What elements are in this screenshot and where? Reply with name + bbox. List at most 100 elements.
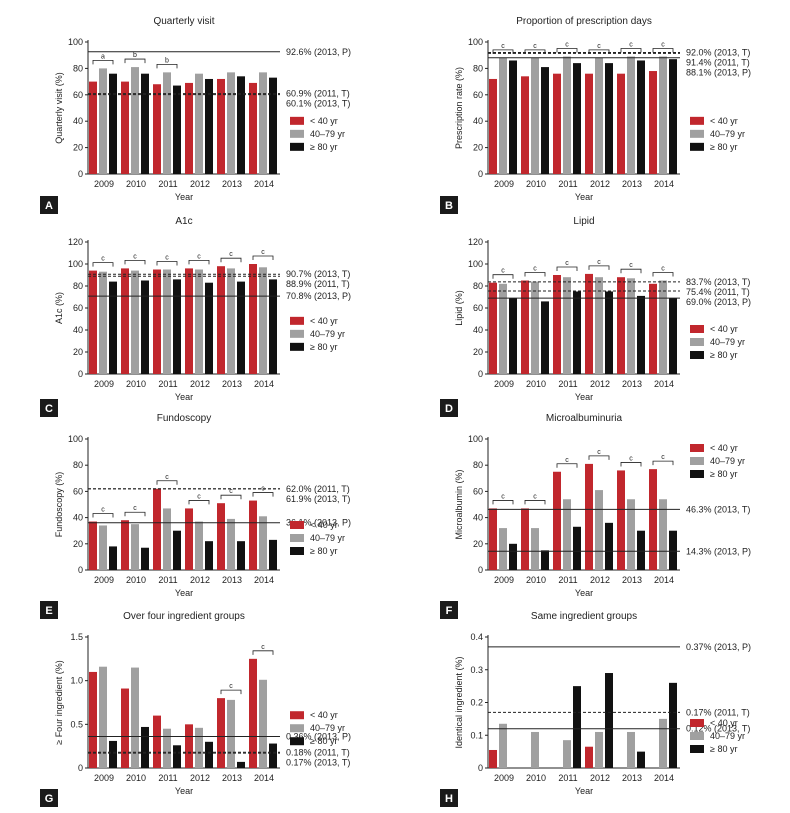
panel-f-title: Microalbuminuria (546, 413, 623, 424)
panel-c-badge-letter: C (45, 403, 53, 415)
panel-a-bar (227, 72, 235, 174)
panel-a-y-tick-label: 40 (73, 116, 83, 126)
panel-h-bar (531, 731, 539, 768)
panel-d-bar (585, 273, 593, 374)
panel-d-title: Lipid (573, 216, 594, 227)
panel-c-bar (141, 280, 149, 374)
panel-d-sig-bracket (492, 274, 514, 279)
panel-c-bar (99, 271, 107, 374)
panel-h-x-label: Year (575, 786, 593, 796)
panel-f-x-tick-label: 2011 (558, 575, 577, 585)
panel-e-bar (249, 500, 257, 570)
panel-f-x-tick-label: 2014 (654, 575, 674, 585)
panel-h-legend-swatch (690, 745, 704, 753)
panel-g-sig-bracket (220, 689, 242, 695)
panel-b-bar (521, 76, 529, 174)
panel-f-badge (440, 601, 458, 619)
panel-d-legend-swatch (690, 351, 704, 359)
panel-f-bar (605, 522, 613, 570)
panel-f-y-tick-label: 100 (468, 434, 483, 444)
panel-c-legend-label: < 40 yr (310, 316, 338, 326)
panel-d-y-tick-label: 80 (473, 281, 483, 291)
panel-c-y-tick-label: 0 (78, 369, 83, 379)
panel-b-bar (637, 60, 645, 175)
panel-f-legend-swatch (690, 457, 704, 465)
panel-a-x-tick-label: 2014 (254, 179, 274, 189)
panel-f-bar (541, 550, 549, 570)
panel-e-bar (195, 521, 203, 570)
panel-d-sig-bracket (620, 268, 642, 274)
panel-h-legend-label: 40–79 yr (710, 731, 745, 741)
panel-c-badge (40, 399, 58, 417)
panel-g-bar (99, 666, 107, 768)
panel-a-title: Quarterly visit (153, 16, 214, 27)
panel-a-legend-swatch (290, 142, 304, 151)
panel-g-bar (185, 724, 193, 768)
panel-e-title: Fundoscopy (157, 413, 211, 424)
panel-c-bar (259, 267, 267, 374)
panel-b-y-tick-label: 100 (468, 37, 483, 47)
panel-b-bar (649, 71, 657, 174)
panel-b-legend-swatch (690, 116, 704, 125)
panel-g-bar (269, 743, 277, 768)
panel-f-sig-mark: c (501, 493, 505, 500)
panel-d-bar (573, 291, 581, 374)
panel-c-sig-bracket (220, 257, 242, 263)
panel-f-legend-swatch (690, 444, 704, 452)
panel-c-sig-bracket (156, 261, 178, 266)
panel-a-ref-label: 60.9% (2011, T) (286, 89, 350, 99)
panel-e-bar (237, 541, 245, 570)
panel-g-sig-mark: c (261, 644, 265, 651)
panel-e-x-tick-label: 2010 (126, 575, 146, 585)
panel-f-bar (563, 499, 571, 570)
panel-e-x-tick-label: 2014 (254, 575, 274, 585)
panel-e-bar (217, 503, 225, 570)
panel-a-sig-bracket (156, 63, 178, 69)
panel-d-sig-bracket (652, 272, 674, 277)
panel-b-x-tick-label: 2010 (526, 179, 546, 189)
panel-b-bar (573, 63, 581, 175)
panel-c-sig-bracket (252, 255, 274, 260)
panel-d-bar (541, 301, 549, 374)
panel-d-bar (499, 283, 507, 374)
panel-c-x-label: Year (175, 392, 193, 402)
panel-e-legend-swatch (290, 534, 304, 542)
panel-c-sig-mark: c (101, 256, 105, 263)
panel-h-bar (595, 731, 603, 768)
panel-d-legend-swatch (690, 325, 704, 333)
panel-e-y-tick-label: 20 (73, 539, 83, 549)
panel-a-y-tick-label: 100 (68, 37, 83, 47)
panel-b-sig-mark: c (565, 42, 569, 49)
panel-f-y-tick-label: 20 (473, 539, 483, 549)
panel-a-badge-letter: A (45, 200, 53, 212)
panel-c-ref-label: 88.9% (2011, T) (286, 279, 350, 289)
panel-a-sig-mark: a (101, 53, 105, 60)
panel-f-x-label: Year (575, 588, 593, 598)
panel-g-bar (163, 728, 171, 768)
panel-g-bar (153, 715, 161, 768)
panel-c-bar (269, 279, 277, 374)
panel-e-ref-label: 62.0% (2011, T) (286, 484, 350, 494)
panel-c-y-tick-label: 20 (73, 347, 83, 357)
panel-h-y-label: Identical ingredient (%) (454, 656, 464, 748)
panel-d-y-tick-label: 100 (468, 259, 483, 269)
panel-b-ref-label: 88.1% (2013, P) (686, 68, 751, 78)
panel-f-sig-bracket (652, 460, 674, 466)
panel-h-badge-letter: H (445, 793, 453, 805)
panel-d-bar (509, 298, 517, 374)
panel-d-x-tick-label: 2010 (526, 379, 546, 389)
panel-c-bar (173, 279, 181, 374)
panel-f-bar (627, 499, 635, 570)
panel-e-bar (153, 488, 161, 570)
panel-d-sig-mark: c (565, 260, 569, 267)
panel-f-bar (659, 499, 667, 570)
panel-c-sig-mark: c (197, 253, 201, 260)
panel-b-y-label: Prescription rate (%) (454, 67, 464, 149)
panel-d-y-label: Lipid (%) (454, 290, 464, 326)
panel-g-y-tick-label: 1.0 (70, 676, 83, 686)
panel-f-x-tick-label: 2013 (622, 575, 642, 585)
panel-f-x-tick-label: 2012 (590, 575, 610, 585)
panel-h-legend-label: < 40 yr (710, 718, 738, 728)
panel-h-x-tick-label: 2009 (494, 773, 514, 783)
panel-h-ref-label: 0.37% (2013, P) (686, 642, 751, 652)
